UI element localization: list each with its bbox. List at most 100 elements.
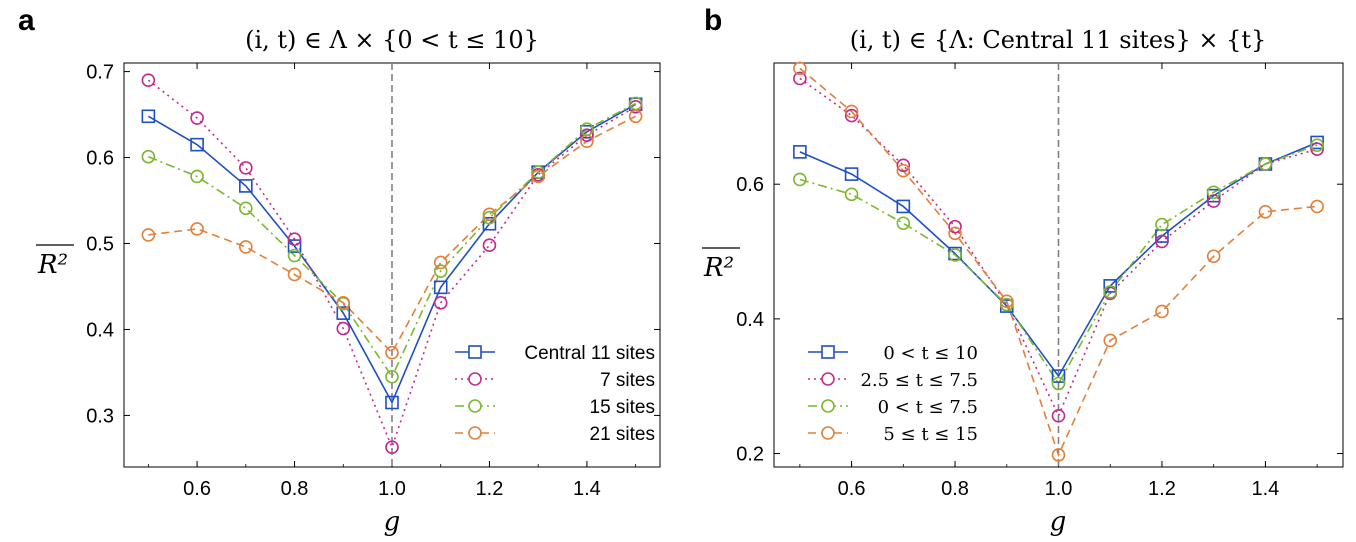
- x-tick-label: 1.4: [573, 478, 601, 500]
- data-point-circle: [433, 296, 448, 310]
- data-point-circle: [482, 207, 497, 222]
- y-tick-label: 0.6: [736, 174, 764, 196]
- data-point-circle: [1155, 234, 1169, 249]
- legend-a: Central 11 sites 7 sites 15 sites 21 sites: [455, 343, 655, 445]
- data-point-circle: [190, 169, 204, 184]
- y-tick-label: 0.7: [86, 62, 114, 84]
- y-tick-label: 0.2: [736, 444, 764, 466]
- data-point-circle: [385, 369, 399, 384]
- data-point-circle: [1051, 376, 1066, 391]
- data-point-circle: [896, 216, 911, 231]
- data-point-circle: [628, 109, 643, 124]
- legend-marker: [468, 372, 482, 386]
- data-point-circle: [239, 161, 253, 175]
- data-point-square: [844, 167, 859, 181]
- data-point-circle: [580, 134, 594, 149]
- data-point-circle: [141, 149, 156, 164]
- data-point-square: [385, 395, 399, 410]
- data-point-circle: [287, 232, 302, 247]
- x-tick-label: 1.0: [378, 478, 406, 500]
- data-point-circle: [385, 345, 399, 360]
- data-point-circle: [1103, 333, 1118, 348]
- data-point-circle: [999, 294, 1014, 309]
- data-point-circle: [239, 201, 253, 216]
- data-point-circle: [336, 296, 351, 310]
- data-point-square: [239, 179, 253, 193]
- legend-label: Central 11 sites: [524, 343, 655, 364]
- data-point-circle: [628, 96, 643, 111]
- data-point-circle: [482, 238, 497, 253]
- data-point-circle: [948, 226, 962, 241]
- legend-label: 5 ≤ t ≤ 15: [883, 424, 978, 445]
- data-point-circle: [628, 100, 643, 114]
- legend-b: 0 < t ≤ 10 2.5 ≤ t ≤ 7.5 0 < t ≤ 7.5 5 ≤ t …: [808, 343, 978, 445]
- chart-panel-b: (i, t) ∈ {Λ: Central 11 sites} × {t} 0.6…: [702, 26, 1344, 537]
- chart-title-b: (i, t) ∈ {Λ: Central 11 sites} × {t}: [850, 26, 1267, 54]
- data-point-circle: [433, 264, 448, 278]
- series-group-a: [141, 73, 643, 455]
- data-point-circle: [190, 222, 204, 236]
- data-point-circle: [948, 219, 962, 234]
- y-tick-label: 0.6: [86, 148, 114, 170]
- y-axis-label-b: R²: [702, 247, 740, 283]
- data-point-circle: [1051, 409, 1066, 423]
- data-point-circle: [1206, 194, 1221, 208]
- legend-marker: [821, 345, 835, 359]
- y-tick-label: 0.3: [86, 405, 114, 427]
- y-axis-label-a: R²: [36, 244, 74, 280]
- x-tick-label: 0.8: [281, 478, 309, 500]
- data-point-circle: [844, 104, 859, 119]
- data-point-circle: [1155, 304, 1169, 319]
- x-tick-label: 0.8: [941, 478, 969, 500]
- data-point-circle: [482, 210, 497, 225]
- chart-title-a: (i, t) ∈ Λ × {0 < t ≤ 10}: [245, 26, 539, 54]
- legend-label: 21 sites: [590, 424, 655, 445]
- legend-label: 7 sites: [600, 370, 655, 391]
- y-axis-label-text-b: R²: [703, 253, 734, 283]
- data-point-circle: [287, 267, 302, 282]
- y-tick-label: 0.4: [736, 309, 764, 331]
- data-point-circle: [896, 158, 911, 173]
- data-point-circle: [433, 255, 448, 270]
- x-tick-label: 1.0: [1045, 478, 1073, 500]
- data-point-circle: [1310, 138, 1324, 152]
- data-point-circle: [844, 187, 859, 202]
- y-tick-label: 0.4: [86, 319, 114, 341]
- data-point-square: [141, 109, 156, 124]
- series-line: [148, 102, 636, 379]
- data-point-circle: [793, 172, 807, 187]
- data-point-circle: [793, 71, 807, 86]
- data-point-square: [190, 137, 204, 152]
- legend-marker: [821, 372, 835, 386]
- data-point-square: [482, 216, 497, 231]
- legend-label: 0 < t ≤ 7.5: [878, 397, 978, 418]
- legend-marker: [468, 399, 482, 413]
- panel-letter-a: a: [18, 4, 35, 37]
- chart-panel-a: (i, t) ∈ Λ × {0 < t ≤ 10} 0.6 0.8 1.0 1.2 1.…: [36, 26, 661, 537]
- legend-label: 0 < t ≤ 10: [883, 343, 978, 364]
- data-point-circle: [287, 248, 302, 263]
- series-line: [147, 79, 637, 450]
- y-tick-label: 0.5: [86, 234, 114, 256]
- data-point-circle: [1310, 142, 1324, 156]
- data-point-circle: [239, 240, 253, 254]
- x-tick-label: 0.6: [183, 478, 211, 500]
- series-line: [799, 144, 1318, 386]
- data-point-circle: [844, 108, 859, 123]
- data-point-circle: [531, 165, 545, 179]
- series-line: [799, 141, 1318, 378]
- x-tick-label: 1.2: [476, 478, 504, 500]
- data-point-circle: [141, 73, 156, 87]
- legend-label: 2.5 ≤ t ≤ 7.5: [860, 370, 978, 391]
- series-line: [148, 115, 636, 355]
- data-point-circle: [896, 163, 911, 178]
- legend-marker: [468, 426, 482, 440]
- legend-label: 15 sites: [590, 397, 655, 418]
- legend-marker: [821, 399, 835, 413]
- data-point-circle: [793, 61, 807, 76]
- data-point-circle: [1258, 157, 1273, 171]
- data-point-circle: [999, 297, 1014, 312]
- data-point-circle: [190, 111, 204, 125]
- data-point-circle: [1206, 185, 1221, 200]
